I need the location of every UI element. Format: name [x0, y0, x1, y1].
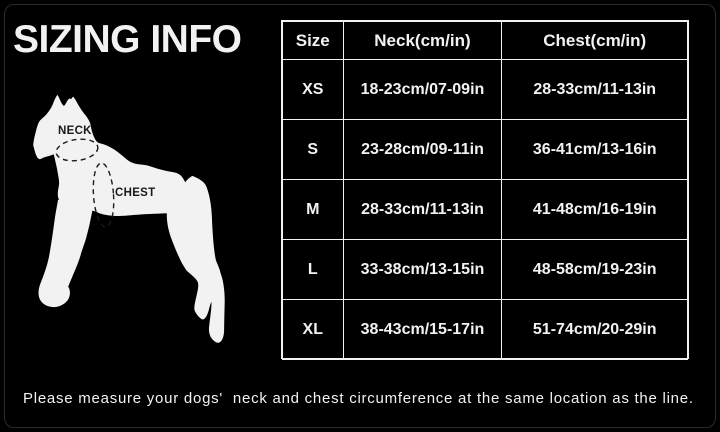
svg-text:NECK: NECK [58, 125, 92, 137]
svg-text:CHEST: CHEST [115, 187, 155, 199]
